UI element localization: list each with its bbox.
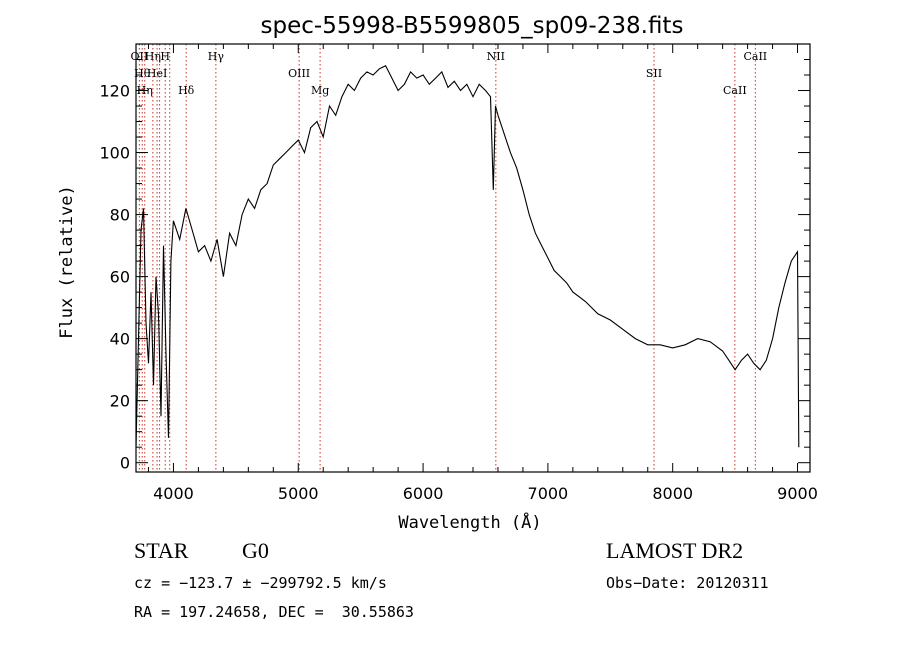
x-tick-label: 7000: [528, 484, 569, 503]
x-tick-label: 5000: [278, 484, 319, 503]
x-tick-label: 4000: [153, 484, 194, 503]
chart-title: spec-55998-B5599805_sp09-238.fits: [261, 13, 684, 39]
y-tick-label: 0: [120, 454, 130, 473]
y-axis-ticks: 0 20 40 60 80 100 120: [99, 59, 810, 473]
emission-line-markers: [138, 44, 756, 472]
x-tick-label: 8000: [652, 484, 693, 503]
sky-coordinates: RA = 197.24658, DEC = 30.55863: [134, 603, 414, 621]
observation-date: Obs−Date: 20120311: [606, 574, 769, 592]
spectrum-series: [135, 64, 800, 448]
y-tick-label: 120: [99, 82, 130, 101]
emission-line-label: Mg: [311, 84, 329, 97]
emission-line-label: SII: [646, 67, 662, 80]
object-subclass: G0: [242, 538, 269, 563]
y-tick-label: 60: [110, 268, 130, 287]
y-axis-label: Flux (relative): [57, 185, 77, 339]
emission-line-label: H: [160, 50, 170, 63]
emission-line-label: OII: [131, 50, 149, 63]
plot-frame: [135, 43, 811, 473]
x-axis-label: Wavelength (Å): [398, 511, 541, 533]
emission-line-label: Hθ: [134, 67, 151, 80]
redshift-velocity: cz = −123.7 ± −299792.5 km/s: [134, 574, 387, 592]
x-tick-label: 9000: [777, 484, 818, 503]
emission-line-label: CaII: [743, 50, 767, 63]
object-class: STAR: [134, 538, 189, 563]
emission-line-label: Hγ: [208, 50, 225, 63]
emission-line-label: NII: [487, 50, 505, 63]
y-tick-label: 100: [99, 144, 130, 163]
emission-line-label: OIII: [288, 67, 310, 80]
emission-line-label: Hη: [145, 50, 161, 63]
x-axis-ticks: 4000 5000 6000 7000 8000 9000: [147, 44, 818, 503]
y-tick-label: 80: [110, 206, 130, 225]
x-tick-label: 6000: [403, 484, 444, 503]
emission-line-label: CaII: [723, 84, 747, 97]
emission-line-label: HeI: [147, 67, 167, 80]
emission-line-label: Hδ: [178, 84, 195, 97]
y-tick-label: 20: [110, 392, 130, 411]
survey-name: LAMOST DR2: [606, 538, 744, 563]
y-tick-label: 40: [110, 330, 130, 349]
